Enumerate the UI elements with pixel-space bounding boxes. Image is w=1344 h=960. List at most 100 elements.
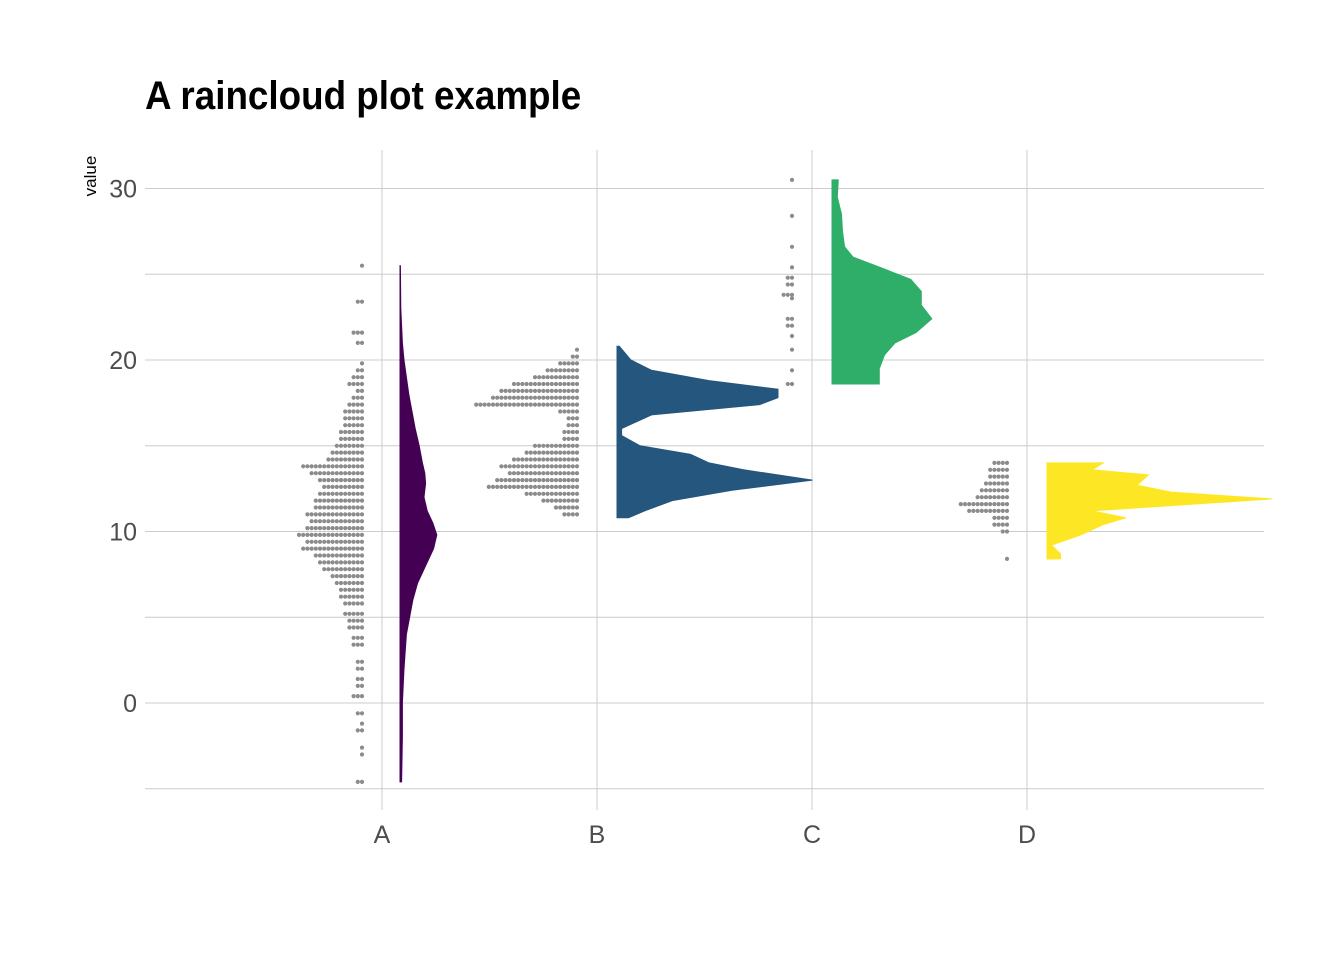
data-dot-B [532,395,538,400]
data-dot-D [992,508,997,513]
data-dot-B [562,464,567,469]
data-dot-B [570,402,575,407]
data-dot-A [326,546,331,551]
data-dot-D [996,508,1001,513]
data-dot-A [326,505,331,510]
data-dot-A [322,553,327,558]
data-dot-A [355,464,360,469]
data-dot-D [996,488,1001,493]
data-dot-C [789,213,795,218]
data-dot-A [305,532,310,538]
data-dot-A [343,526,348,531]
data-dot-B [570,443,575,448]
data-dot-B [541,484,546,489]
data-dot-A [343,567,348,572]
data-dot-D [1000,529,1005,534]
data-dot-B [574,450,580,455]
data-dot-B [553,450,559,455]
data-dot-D [996,515,1001,520]
data-dot-A [326,464,331,469]
data-dot-A [359,745,365,750]
data-dot-B [545,450,550,455]
data-dot-B [574,347,580,352]
data-dot-A [334,532,339,538]
data-dot-B [558,484,563,489]
data-dot-B [558,450,563,455]
data-dot-C [785,323,790,328]
data-dot-A [343,587,348,592]
data-dot-A [330,498,335,503]
data-dot-A [351,498,356,503]
data-dot-A [334,553,339,558]
data-dot-B [537,395,542,400]
data-dot-B [511,395,517,400]
data-dot-C [789,265,795,270]
data-dot-A [305,539,310,544]
data-dot-A [347,409,352,414]
data-dot-A [343,443,348,448]
data-dot-A [355,299,360,304]
data-dot-A [351,429,356,435]
data-dot-B [549,450,554,455]
data-dot-A [322,519,327,524]
data-dot-B [528,491,533,496]
data-dot-A [359,526,365,531]
data-dot-A [296,532,302,538]
data-dot-B [558,443,563,448]
data-dot-D [1000,474,1005,479]
data-dot-B [574,388,580,393]
data-dot-B [528,457,533,462]
data-dot-A [313,464,318,469]
data-dot-A [355,659,360,664]
data-dot-A [338,478,344,483]
data-dot-A [351,512,356,517]
data-dot-A [313,505,318,510]
data-dot-B [541,491,546,496]
data-dot-B [562,484,567,489]
data-dot-A [359,471,365,476]
data-dot-A [359,330,365,335]
data-dot-A [355,611,360,616]
data-dot-B [549,457,554,462]
data-dot-B [558,361,563,366]
data-dot-B [532,388,538,393]
data-dot-A [330,471,335,476]
data-dot-A [351,539,356,544]
data-dot-A [355,728,360,733]
data-dot-A [359,553,365,558]
data-dot-B [553,505,559,510]
data-dot-A [359,484,365,489]
data-dot-B [524,471,529,476]
data-dot-C [781,292,786,297]
data-dot-D [1004,502,1010,507]
data-dot-A [334,512,339,517]
data-dot-D [988,474,993,479]
data-dot-B [574,498,580,503]
data-dot-A [343,464,348,469]
data-dot-B [528,450,533,455]
data-dot-A [334,574,339,579]
data-dot-C [789,296,795,301]
data-dot-B [570,354,575,359]
data-dot-A [347,526,352,531]
data-dot-A [355,498,360,503]
data-dot-C [789,292,795,297]
data-dot-B [570,395,575,400]
data-dot-B [549,464,554,469]
data-dot-C [785,282,790,287]
data-dot-B [558,388,563,393]
data-dot-A [317,519,323,524]
data-dot-B [574,402,580,407]
data-dot-B [558,498,563,503]
data-dot-B [503,402,508,407]
data-dot-A [359,676,365,682]
density-layer [399,179,1273,783]
data-dot-A [359,666,365,671]
data-dot-A [326,553,331,558]
data-dot-B [537,381,542,387]
data-dot-A [359,464,365,469]
data-dot-D [1004,474,1010,479]
data-dot-B [574,505,580,510]
data-dot-D [992,474,997,479]
data-dot-C [789,323,795,328]
